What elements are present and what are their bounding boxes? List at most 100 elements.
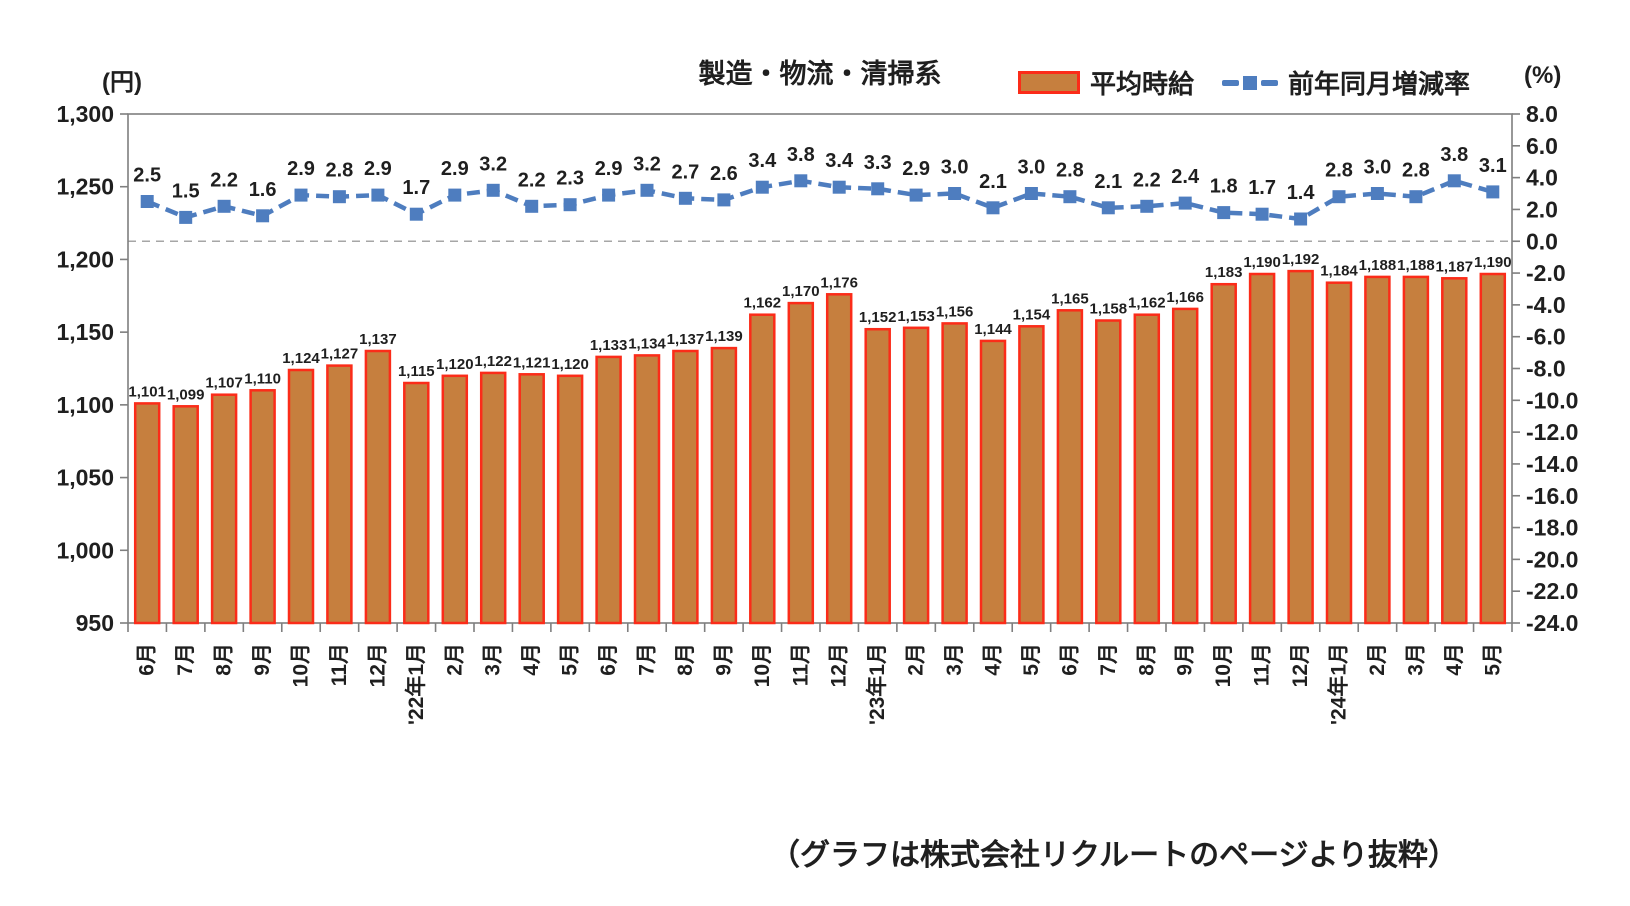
bar xyxy=(1018,325,1045,625)
svg-text:'24年1月: '24年1月 xyxy=(1327,643,1351,725)
svg-text:7月: 7月 xyxy=(636,643,659,676)
svg-text:0.0: 0.0 xyxy=(1526,228,1558,254)
svg-text:7月: 7月 xyxy=(174,643,197,676)
svg-text:1.7: 1.7 xyxy=(1248,177,1276,199)
svg-text:5月: 5月 xyxy=(1481,643,1504,676)
svg-text:1,150: 1,150 xyxy=(56,319,114,345)
svg-text:8月: 8月 xyxy=(1135,643,1158,676)
bar xyxy=(441,374,469,625)
svg-text:1,162: 1,162 xyxy=(1128,295,1166,312)
svg-text:1,099: 1,099 xyxy=(167,386,205,403)
line-series-marker-icon xyxy=(1222,75,1279,90)
svg-text:1,250: 1,250 xyxy=(56,174,114,200)
yoy-markers xyxy=(140,174,1500,226)
svg-text:1,115: 1,115 xyxy=(398,363,435,380)
bar xyxy=(479,371,507,625)
svg-text:2.4: 2.4 xyxy=(1171,166,1200,188)
svg-text:3.4: 3.4 xyxy=(825,150,854,172)
svg-text:-24.0: -24.0 xyxy=(1526,610,1578,636)
bar xyxy=(595,355,622,625)
svg-text:2.6: 2.6 xyxy=(710,163,738,185)
line-series-legend-label: 前年同月増減率 xyxy=(1288,69,1471,99)
svg-text:-20.0: -20.0 xyxy=(1526,546,1578,572)
svg-text:1,152: 1,152 xyxy=(859,309,897,326)
svg-text:9月: 9月 xyxy=(712,643,735,676)
svg-text:1,184: 1,184 xyxy=(1320,263,1358,280)
svg-text:1,188: 1,188 xyxy=(1397,257,1435,274)
bar xyxy=(249,389,276,625)
bar xyxy=(133,402,161,625)
svg-text:1,154: 1,154 xyxy=(1013,306,1051,323)
svg-text:1,134: 1,134 xyxy=(628,335,666,352)
svg-text:2.9: 2.9 xyxy=(902,158,930,180)
svg-text:1,158: 1,158 xyxy=(1090,301,1128,318)
svg-text:7月: 7月 xyxy=(1097,643,1120,676)
bar xyxy=(864,327,891,625)
svg-text:-4.0: -4.0 xyxy=(1526,292,1566,318)
yoy-labels-group: 2.5 1.5 2.2 1.6 2.9 2.8 2.9 1.7 2.9 3.2 2.2 2.3 2.9 3… xyxy=(133,144,1506,204)
svg-text:2.8: 2.8 xyxy=(1056,160,1084,182)
bar xyxy=(1479,272,1507,625)
svg-text:5月: 5月 xyxy=(559,643,582,676)
svg-text:3.8: 3.8 xyxy=(1440,144,1468,166)
bar xyxy=(902,326,930,625)
svg-text:9月: 9月 xyxy=(251,643,274,676)
svg-text:-10.0: -10.0 xyxy=(1526,387,1578,413)
svg-text:2.1: 2.1 xyxy=(979,171,1007,193)
svg-text:1.8: 1.8 xyxy=(1210,176,1238,198)
svg-text:4月: 4月 xyxy=(982,643,1005,676)
svg-text:2.7: 2.7 xyxy=(671,161,699,183)
bar xyxy=(633,354,661,625)
x-axis-labels: 6月 7月 8月 9月 10月 11月 12月 '22年1月 2月 3月 4月 5月 6月 7月 8月 9月 1… xyxy=(136,643,1505,725)
svg-text:2.1: 2.1 xyxy=(1094,171,1122,193)
svg-text:3月: 3月 xyxy=(1404,643,1427,676)
svg-text:6月: 6月 xyxy=(136,643,159,676)
svg-text:1,200: 1,200 xyxy=(56,246,114,272)
svg-text:1,122: 1,122 xyxy=(474,353,512,370)
bar-series-swatch-icon xyxy=(1018,71,1080,94)
svg-text:1,188: 1,188 xyxy=(1359,257,1397,274)
svg-text:1,127: 1,127 xyxy=(321,346,359,363)
svg-text:1,050: 1,050 xyxy=(56,465,114,491)
bar xyxy=(364,349,392,625)
svg-text:-12.0: -12.0 xyxy=(1526,419,1578,445)
left-axis-unit-label: (円) xyxy=(102,69,142,96)
svg-text:-8.0: -8.0 xyxy=(1526,356,1566,382)
svg-text:2.5: 2.5 xyxy=(133,165,161,187)
svg-text:10月: 10月 xyxy=(1212,643,1235,687)
svg-text:1,187: 1,187 xyxy=(1436,258,1474,275)
bar xyxy=(1248,272,1276,625)
svg-text:1,144: 1,144 xyxy=(974,321,1012,338)
svg-text:3.4: 3.4 xyxy=(748,150,777,172)
svg-text:3.8: 3.8 xyxy=(787,144,815,166)
bar xyxy=(1056,309,1084,625)
svg-text:2.2: 2.2 xyxy=(1133,169,1161,191)
svg-text:'22年1月: '22年1月 xyxy=(404,643,428,725)
svg-text:950: 950 xyxy=(76,610,114,636)
svg-text:1,100: 1,100 xyxy=(56,392,114,418)
svg-text:1.4: 1.4 xyxy=(1287,182,1316,204)
bars-group xyxy=(133,269,1507,625)
svg-text:1,162: 1,162 xyxy=(744,295,782,312)
svg-text:2.8: 2.8 xyxy=(1402,160,1430,182)
bar xyxy=(979,339,1007,625)
svg-text:2月: 2月 xyxy=(1366,643,1389,676)
svg-text:1.6: 1.6 xyxy=(249,179,277,201)
svg-text:2月: 2月 xyxy=(443,643,466,676)
svg-text:2.9: 2.9 xyxy=(287,158,315,180)
svg-text:1,300: 1,300 xyxy=(56,101,114,127)
svg-text:9月: 9月 xyxy=(1174,643,1197,676)
svg-text:1,166: 1,166 xyxy=(1166,289,1204,306)
svg-text:1,137: 1,137 xyxy=(667,331,705,348)
bar xyxy=(287,368,315,625)
svg-text:2.8: 2.8 xyxy=(1325,160,1353,182)
bar xyxy=(172,405,199,625)
svg-text:1,120: 1,120 xyxy=(436,356,474,373)
bar xyxy=(825,293,853,625)
bar xyxy=(1325,281,1353,625)
bar xyxy=(403,381,430,625)
svg-text:1,192: 1,192 xyxy=(1282,251,1320,268)
